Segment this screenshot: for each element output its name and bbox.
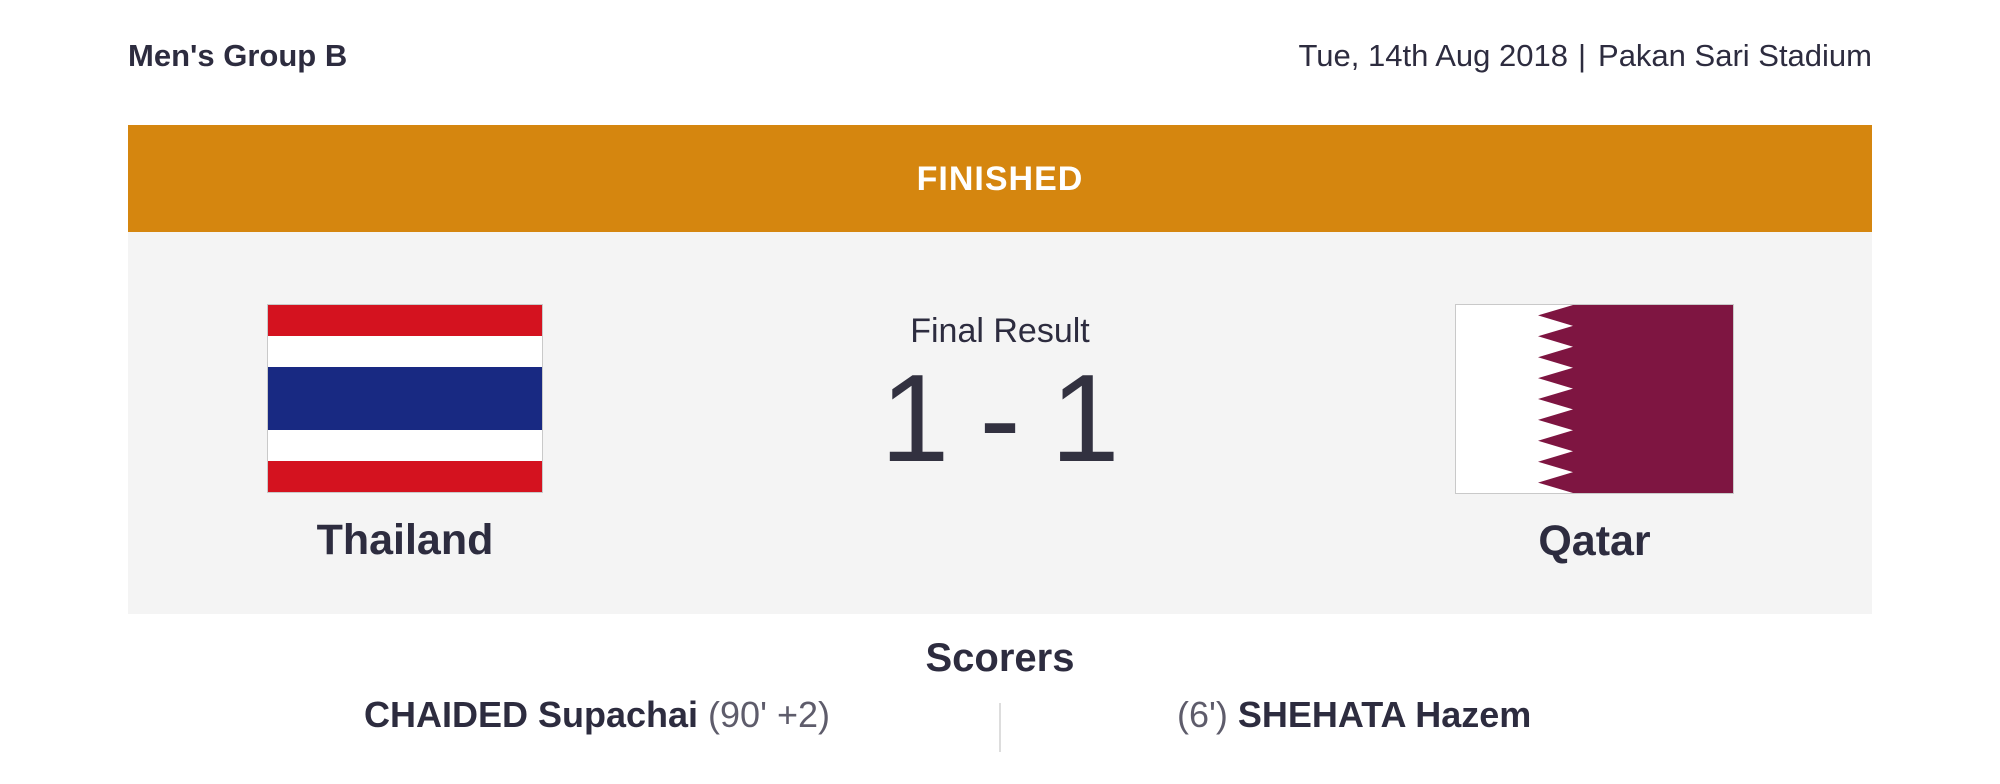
home-scorer-time: (90' +2) xyxy=(708,694,830,735)
final-result-label: Final Result xyxy=(910,312,1090,350)
home-score: 1 xyxy=(880,350,950,488)
match-date: Tue, 14th Aug 2018 xyxy=(1298,38,1568,73)
match-panel: Thailand Final Result 1-1 Qatar xyxy=(128,232,1872,614)
scorers-row: CHAIDED Supachai (90' +2) (6') SHEHATA H… xyxy=(128,694,1872,756)
score-separator: - xyxy=(979,350,1021,488)
away-scorer-name: SHEHATA Hazem xyxy=(1237,694,1532,735)
thailand-flag xyxy=(267,304,543,493)
thai-stripe-white-top xyxy=(268,336,542,367)
home-team-name: Thailand xyxy=(316,516,494,564)
away-score: 1 xyxy=(1050,350,1120,488)
home-scorer: CHAIDED Supachai (90' +2) xyxy=(128,694,1000,735)
thai-stripe-blue xyxy=(268,367,542,430)
date-venue: Tue, 14th Aug 2018 | Pakan Sari Stadium xyxy=(1298,40,1872,71)
scorers-divider xyxy=(999,703,1001,752)
thai-stripe-white-bottom xyxy=(268,430,542,461)
match-result-card: Men's Group B Tue, 14th Aug 2018 | Pakan… xyxy=(128,0,1872,784)
scorers-heading: Scorers xyxy=(925,636,1075,680)
away-team-block: Qatar xyxy=(1317,304,1872,563)
status-label: FINISHED xyxy=(916,159,1084,198)
thai-stripe-red-bottom xyxy=(268,461,542,492)
match-header: Men's Group B Tue, 14th Aug 2018 | Pakan… xyxy=(128,40,1872,71)
away-team-name: Qatar xyxy=(1538,517,1651,565)
home-scorer-name: CHAIDED Supachai xyxy=(363,694,699,735)
qatar-flag xyxy=(1455,304,1734,494)
status-banner: FINISHED xyxy=(128,125,1872,232)
thai-stripe-red-top xyxy=(268,305,542,336)
competition-label: Men's Group B xyxy=(128,38,348,73)
date-venue-separator: | xyxy=(1577,38,1587,73)
home-team-block: Thailand xyxy=(128,304,682,562)
away-scorer: (6') SHEHATA Hazem xyxy=(1000,694,1872,735)
qatar-maroon-band xyxy=(1538,305,1733,493)
final-score: 1-1 xyxy=(128,357,1872,481)
venue-name: Pakan Sari Stadium xyxy=(1598,38,1872,73)
away-scorer-time: (6') xyxy=(1177,694,1228,735)
